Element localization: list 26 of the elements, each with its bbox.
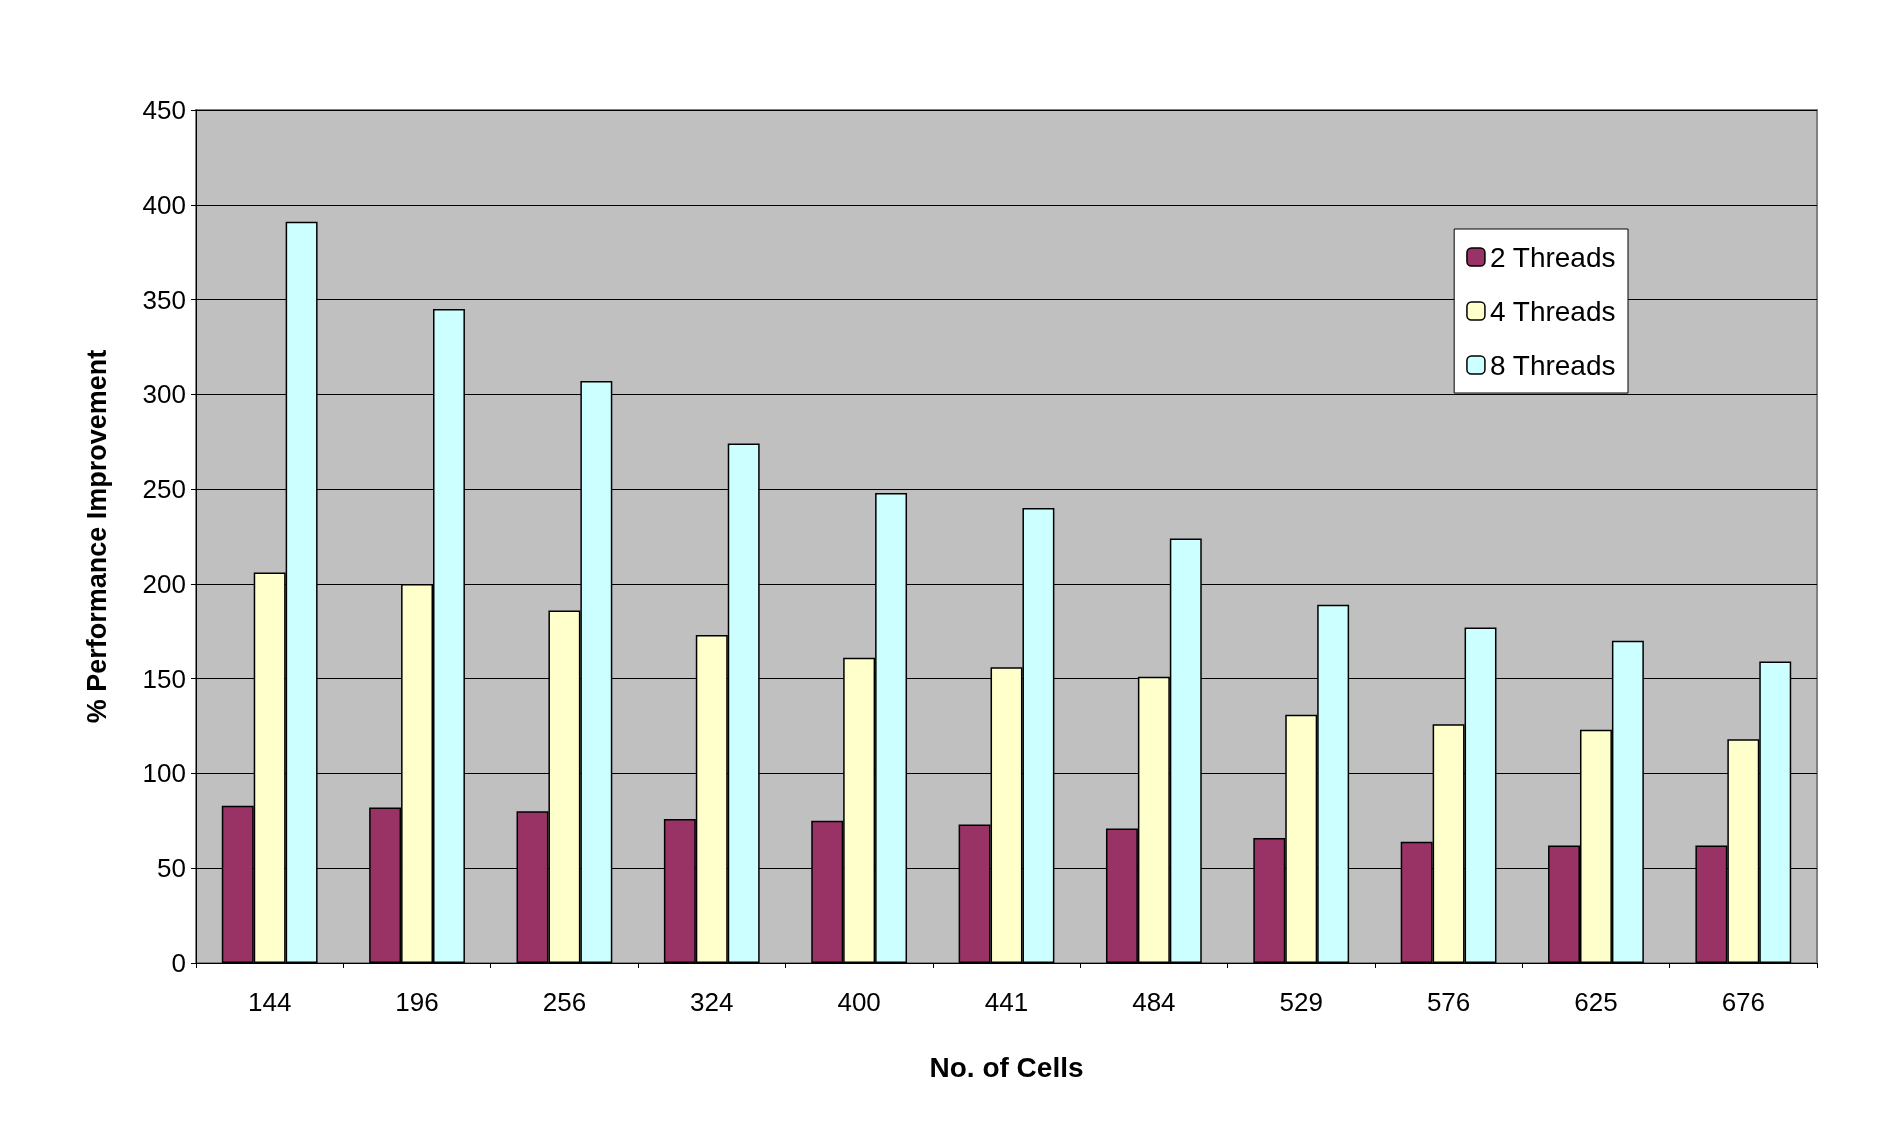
y-tick-label: 300	[142, 379, 186, 410]
x-tick-label: 196	[395, 987, 439, 1017]
x-tick-label: 576	[1426, 987, 1471, 1017]
y-tick-label: 200	[142, 568, 186, 599]
y-tick-label: 50	[157, 853, 186, 884]
x-axis-title: No. of Cells	[929, 1051, 1084, 1083]
legend-label: 4 Threads	[1489, 295, 1616, 327]
legend-label: 8 Threads	[1489, 349, 1616, 381]
y-tick-label: 350	[142, 284, 186, 315]
x-tick-label: 676	[1721, 987, 1766, 1017]
y-axis-title: % Performance Improvement	[81, 349, 112, 724]
y-tick-label: 100	[142, 758, 186, 789]
x-tick-label: 625	[1574, 987, 1618, 1017]
y-tick-label: 150	[142, 663, 186, 694]
x-tick-label: 529	[1279, 987, 1323, 1017]
x-tick-label: 400	[837, 987, 881, 1017]
x-tick-label: 441	[984, 987, 1029, 1017]
legend-label: 2 Threads	[1489, 241, 1616, 273]
x-tick-label: 256	[542, 987, 587, 1017]
y-tick-label: 450	[142, 95, 186, 125]
x-tick-label: 324	[690, 987, 734, 1017]
x-tick-label: 484	[1132, 987, 1176, 1017]
y-tick-label: 250	[142, 474, 186, 505]
y-tick-label: 400	[142, 189, 186, 220]
y-tick-label: 0	[171, 948, 186, 978]
x-tick-label: 144	[247, 987, 292, 1017]
